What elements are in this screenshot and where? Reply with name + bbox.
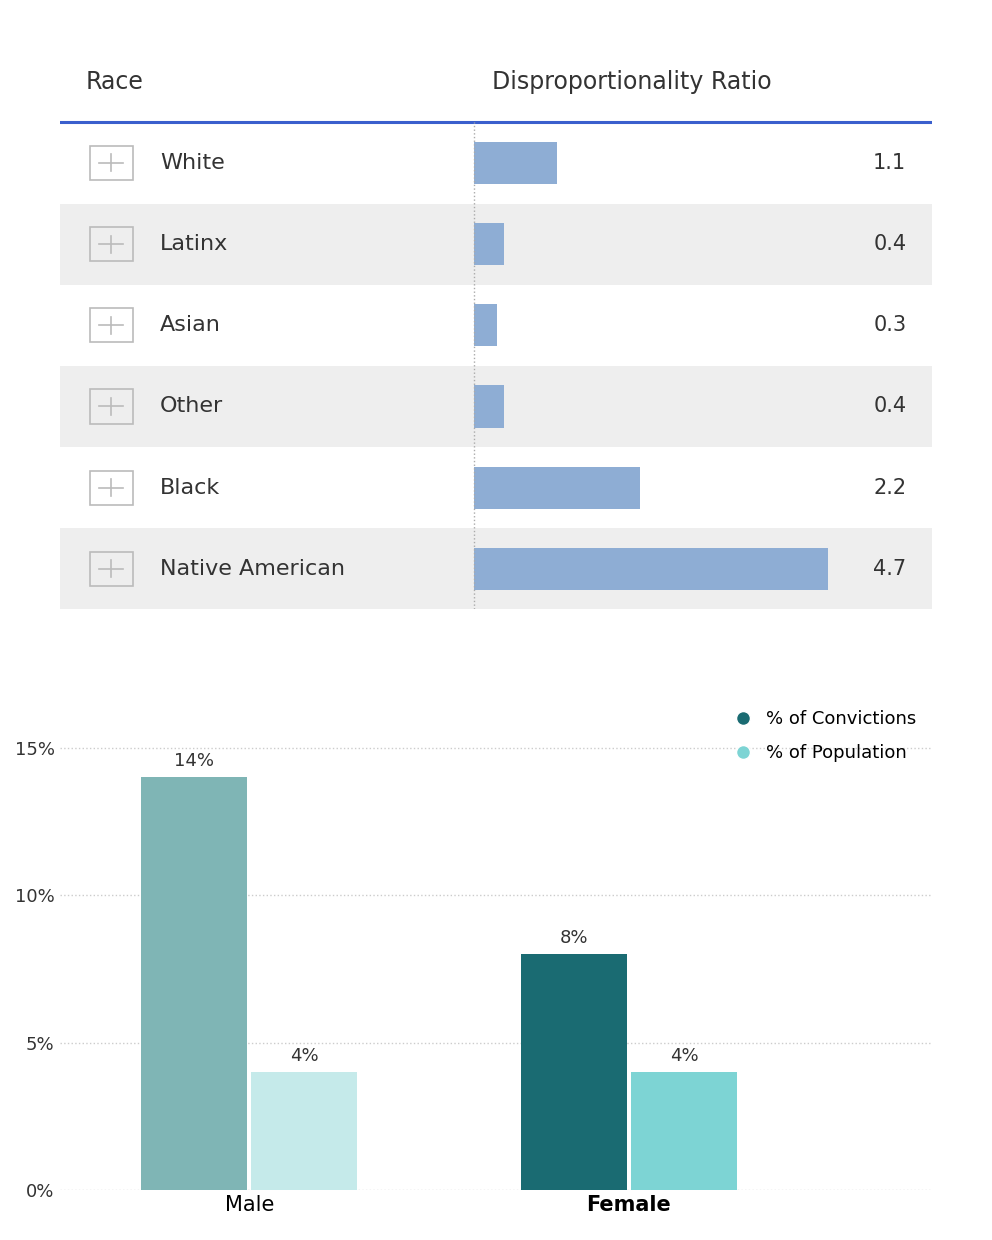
Text: Latinx: Latinx — [160, 234, 228, 254]
Text: 2.2: 2.2 — [873, 477, 907, 497]
Text: 0.4: 0.4 — [873, 397, 907, 417]
Bar — [474, 548, 827, 590]
Bar — [60, 285, 932, 366]
Bar — [631, 1073, 737, 1190]
Bar — [474, 304, 497, 346]
Bar — [60, 203, 932, 285]
Text: 4%: 4% — [670, 1047, 698, 1065]
Bar — [60, 528, 932, 609]
Text: 4.7: 4.7 — [873, 559, 907, 579]
Text: 14%: 14% — [175, 751, 214, 770]
Bar — [141, 777, 247, 1190]
Text: 4%: 4% — [290, 1047, 318, 1065]
Bar — [60, 123, 932, 203]
Text: 0.3: 0.3 — [873, 315, 907, 335]
Bar — [474, 386, 504, 428]
Bar — [60, 448, 932, 528]
Text: 0.4: 0.4 — [873, 234, 907, 254]
Text: 1.1: 1.1 — [873, 153, 907, 172]
Text: Other: Other — [160, 397, 223, 417]
Bar — [474, 223, 504, 265]
Bar — [60, 366, 932, 448]
Text: Disproportionality Ratio: Disproportionality Ratio — [492, 71, 771, 94]
Bar — [521, 955, 627, 1190]
Bar — [474, 466, 640, 508]
Text: Asian: Asian — [160, 315, 221, 335]
Bar — [251, 1073, 357, 1190]
Text: Race: Race — [85, 71, 144, 94]
Text: White: White — [160, 153, 224, 172]
Legend: % of Convictions, % of Population: % of Convictions, % of Population — [717, 703, 924, 770]
Text: Black: Black — [160, 477, 220, 497]
Bar — [474, 141, 557, 184]
Text: Native American: Native American — [160, 559, 345, 579]
Text: 8%: 8% — [559, 929, 588, 947]
